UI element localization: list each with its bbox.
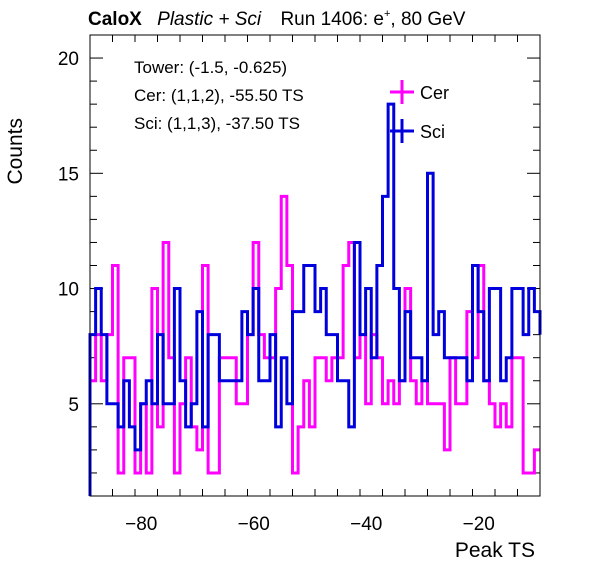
legend-cer-label: Cer bbox=[420, 83, 449, 103]
x-tick-label: −60 bbox=[238, 514, 270, 535]
histogram-cer bbox=[88, 194, 540, 496]
legend-sci-label: Sci bbox=[420, 122, 445, 142]
histogram-layer bbox=[88, 102, 542, 496]
x-tick-label: −80 bbox=[125, 514, 157, 535]
x-tick-label: −40 bbox=[350, 514, 382, 535]
run-label: Run 1406: e bbox=[280, 9, 384, 30]
energy-label: , 80 GeV bbox=[390, 9, 465, 30]
chart-header: CaloX Plastic + Sci Run 1406: e+, 80 GeV bbox=[88, 8, 466, 30]
particle-charge: + bbox=[384, 8, 390, 20]
plot-frame bbox=[89, 34, 541, 497]
histogram-sci bbox=[88, 102, 542, 496]
info-tower: Tower: (-1.5, -0.625) bbox=[134, 58, 287, 77]
legend: Cer Sci bbox=[390, 80, 449, 143]
info-sci: Sci: (1,1,3), -37.50 TS bbox=[134, 114, 300, 133]
x-tick-label: −20 bbox=[463, 514, 495, 535]
tick-layer: −80 −60 −40 −20 5 10 15 20 bbox=[58, 34, 541, 535]
y-tick-label: 10 bbox=[58, 280, 79, 301]
y-tick-label: 5 bbox=[68, 395, 79, 416]
y-axis-label: Counts bbox=[4, 118, 27, 185]
y-tick-label: 20 bbox=[58, 49, 79, 70]
experiment-name: CaloX bbox=[88, 9, 142, 30]
y-tick-label: 15 bbox=[58, 164, 79, 185]
x-axis-label: Peak TS bbox=[455, 539, 535, 562]
config-name: Plastic + Sci bbox=[157, 9, 262, 30]
info-cer: Cer: (1,1,2), -55.50 TS bbox=[134, 86, 304, 105]
